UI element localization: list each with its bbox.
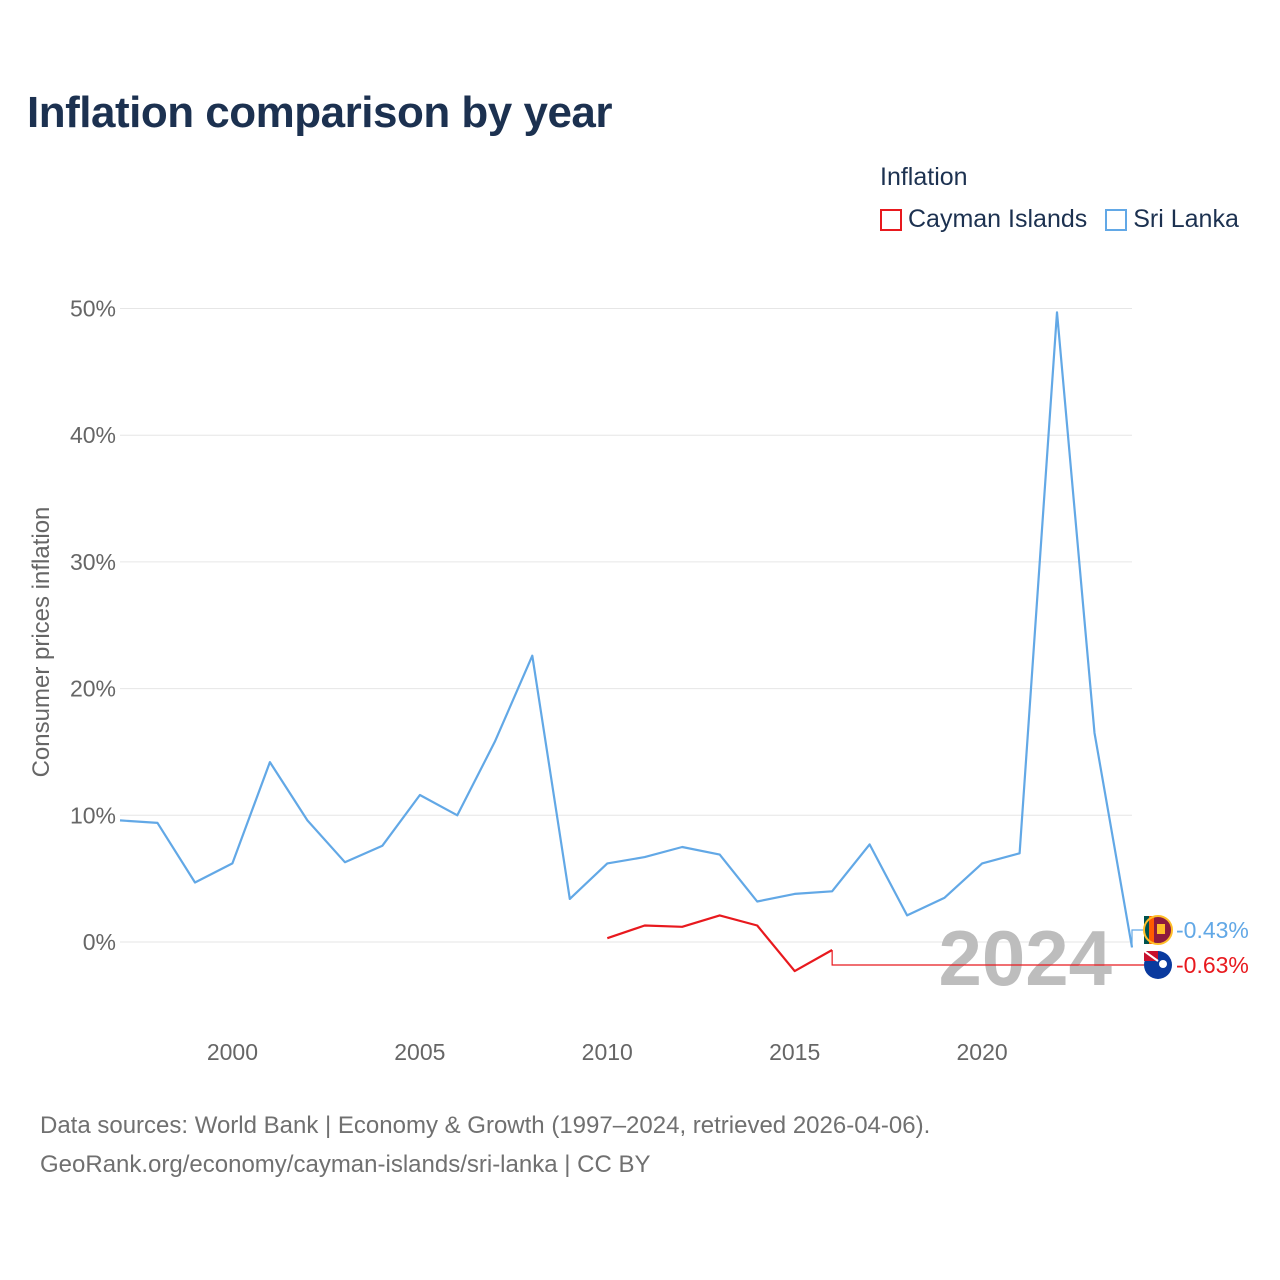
legend-item-sri-lanka[interactable]: Sri Lanka <box>1105 205 1239 234</box>
footer: Data sources: World Bank | Economy & Gro… <box>40 1106 930 1184</box>
source-url-text[interactable]: GeoRank.org/economy/cayman-islands/sri-l… <box>40 1151 651 1178</box>
legend-swatch-cayman-islands <box>880 208 902 231</box>
series-line-cayman-islands <box>606 914 833 973</box>
sri-lanka-flag-lion <box>1157 924 1165 934</box>
x-tick-label: 2015 <box>769 1039 820 1065</box>
end-label-cayman-islands: -0.63% <box>1176 952 1249 978</box>
data-source-text: Data sources: World Bank | Economy & Gro… <box>40 1112 931 1139</box>
series-line-sri-lanka <box>119 311 1134 948</box>
chart-title: Inflation comparison by year <box>27 88 613 137</box>
sri-lanka-flag-border <box>1143 915 1173 945</box>
legend: Cayman Islands Sri Lanka <box>880 205 1239 234</box>
cayman-islands-flag-cross <box>1143 950 1159 962</box>
legend-item-cayman-islands[interactable]: Cayman Islands <box>880 205 1087 234</box>
y-tick-label: 0% <box>83 929 116 955</box>
cayman-islands-flag-crest <box>1159 960 1167 968</box>
sri-lanka-flag-stripe-green <box>1144 916 1149 944</box>
y-tick-label: 40% <box>70 422 116 448</box>
connector-cayman-islands <box>831 949 1144 966</box>
legend-label-cayman-islands: Cayman Islands <box>908 205 1088 233</box>
y-tick-label: 10% <box>70 802 116 828</box>
y-tick-label: 50% <box>70 296 116 322</box>
legend-label-sri-lanka: Sri Lanka <box>1133 205 1239 233</box>
legend-title: Inflation <box>880 163 968 191</box>
end-label-sri-lanka: -0.43% <box>1176 917 1249 943</box>
y-tick-label: 20% <box>70 676 116 702</box>
x-tick-label: 2020 <box>956 1039 1007 1065</box>
legend-swatch-sri-lanka <box>1105 208 1128 231</box>
y-tick-label: 30% <box>70 549 116 575</box>
x-tick-label: 2000 <box>207 1039 258 1065</box>
x-tick-label: 2010 <box>582 1039 633 1065</box>
connector-sri-lanka <box>1131 929 1144 948</box>
x-tick-label: 2005 <box>394 1039 445 1065</box>
sri-lanka-flag-stripe-orange <box>1149 916 1154 944</box>
year-watermark: 2024 <box>938 914 1112 1002</box>
